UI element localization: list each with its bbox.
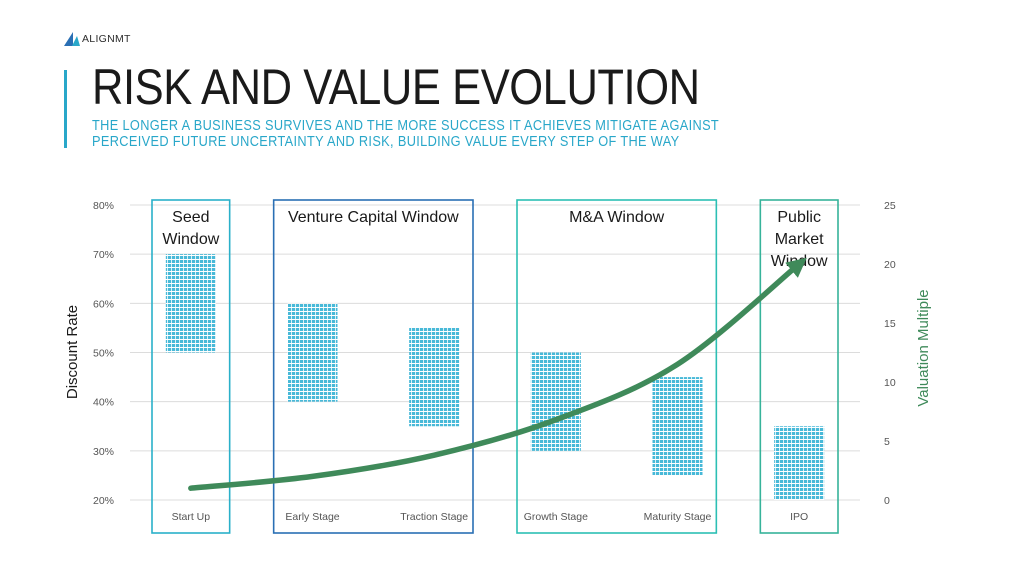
bars — [165, 254, 825, 500]
window-label: Seed — [172, 209, 209, 226]
subtitle-line-2: PERCEIVED FUTURE UNCERTAINTY AND RISK, B… — [92, 134, 680, 150]
y-axis-title: Discount Rate — [64, 305, 81, 399]
window-box — [759, 199, 839, 534]
category-label: IPO — [790, 511, 808, 523]
y2-tick-label: 15 — [884, 318, 896, 330]
alignmt-logo-icon — [64, 32, 80, 46]
gridlines — [130, 204, 860, 501]
window-label: Public — [777, 209, 821, 226]
bar — [165, 254, 216, 353]
y2-tick-label: 25 — [884, 200, 896, 212]
y-tick-label: 30% — [93, 446, 114, 458]
y-tick-label: 50% — [93, 348, 114, 360]
bar — [287, 303, 338, 402]
bar — [652, 377, 703, 476]
y-tick-label: 20% — [93, 495, 114, 507]
y-tick-label: 70% — [93, 249, 114, 261]
subtitle-line-1: THE LONGER A BUSINESS SURVIVES AND THE M… — [92, 118, 720, 134]
category-label: Growth Stage — [524, 511, 588, 523]
window-label: Market — [775, 231, 824, 248]
window-box — [151, 199, 231, 534]
title-accent-bar — [64, 70, 67, 148]
bar — [409, 327, 460, 427]
window-label: M&A Window — [569, 209, 665, 226]
bar — [530, 352, 581, 451]
window-box — [272, 199, 474, 534]
brand-name: ALIGNMT — [82, 33, 131, 45]
window-label: Venture Capital Window — [288, 209, 459, 226]
axes: 20% 30% 40% 50% 60% 70% 80% 0 5 10 15 20 25 Discount … — [64, 200, 932, 523]
y2-axis-title: Valuation Multiple — [915, 289, 932, 406]
window-box — [516, 199, 718, 534]
window-label: Window — [162, 231, 219, 248]
valuation-curve — [188, 257, 807, 491]
bar — [774, 426, 825, 500]
y2-tick-label: 0 — [884, 495, 890, 507]
category-label: Traction Stage — [400, 511, 468, 523]
valuation-curve-group — [188, 257, 807, 491]
y2-tick-label: 10 — [884, 377, 896, 389]
window-boxes: Seed Window Venture Capital Window M&A Wind… — [151, 199, 839, 534]
y-tick-label: 40% — [93, 397, 114, 409]
y-tick-label: 80% — [93, 200, 114, 212]
category-label: Early Stage — [285, 511, 339, 523]
page-subtitle: THE LONGER A BUSINESS SURVIVES AND THE M… — [92, 118, 719, 150]
page-title: RISK AND VALUE EVOLUTION — [92, 59, 700, 115]
y-tick-label: 60% — [93, 298, 114, 310]
category-label: Start Up — [172, 511, 211, 523]
category-label: Maturity Stage — [644, 511, 712, 523]
brand-logo: ALIGNMT — [64, 32, 131, 46]
y2-tick-label: 5 — [884, 436, 890, 448]
y2-tick-label: 20 — [884, 259, 896, 271]
